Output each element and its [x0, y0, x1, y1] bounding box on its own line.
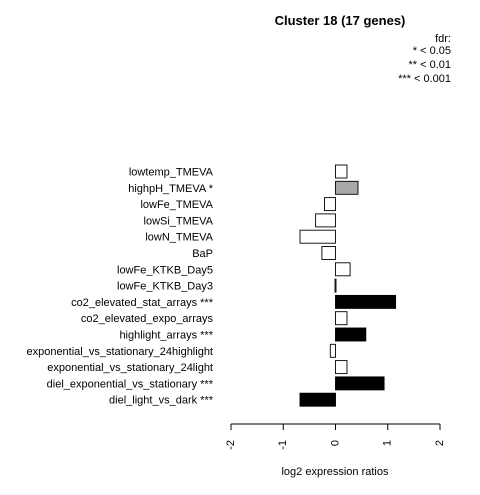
x-tick-label: -2	[225, 440, 237, 450]
bar	[329, 343, 336, 358]
category-label: co2_elevated_stat_arrays ***	[71, 297, 214, 309]
bar	[335, 164, 348, 179]
category-label: lowFe_KTKB_Day3	[117, 281, 213, 293]
bar	[335, 360, 348, 375]
legend-entry-1: * < 0.05	[412, 45, 451, 57]
bar	[299, 392, 336, 407]
category-label: co2_elevated_expo_arrays	[81, 313, 214, 325]
bar	[299, 229, 336, 244]
legend-title: fdr:	[435, 33, 451, 45]
x-tick-label: 1	[382, 440, 394, 446]
x-tick-label: 2	[434, 440, 446, 446]
x-tick-label: -1	[277, 440, 289, 450]
category-label: lowN_TMEVA	[145, 232, 213, 244]
x-tick-label: 0	[329, 440, 341, 446]
category-label: exponential_vs_stationary_24light	[47, 362, 213, 374]
bar	[315, 213, 336, 228]
bar	[321, 246, 336, 260]
category-label: highlight_arrays ***	[119, 330, 213, 342]
category-label: highpH_TMEVA *	[128, 183, 214, 195]
bar	[334, 278, 337, 293]
category-label: BaP	[192, 248, 213, 260]
bar	[335, 327, 367, 342]
legend-entry-2: ** < 0.01	[408, 59, 451, 71]
category-label: exponential_vs_stationary_24highlight	[26, 346, 213, 358]
category-label: lowSi_TMEVA	[144, 215, 214, 227]
chart-title: Cluster 18 (17 genes)	[274, 13, 406, 28]
category-label: lowFe_KTKB_Day5	[117, 264, 213, 276]
category-label: lowtemp_TMEVA	[129, 167, 214, 179]
bar	[324, 197, 336, 212]
bar	[335, 376, 385, 391]
category-label: diel_light_vs_dark ***	[109, 395, 214, 407]
legend-entry-3: *** < 0.001	[398, 73, 451, 85]
bar	[335, 311, 348, 326]
bar	[335, 294, 397, 309]
category-label: diel_exponential_vs_stationary ***	[47, 378, 214, 390]
category-label: lowFe_TMEVA	[140, 199, 213, 211]
bar	[335, 180, 359, 195]
bar	[335, 262, 351, 277]
x-axis-label: log2 expression ratios	[281, 466, 389, 478]
